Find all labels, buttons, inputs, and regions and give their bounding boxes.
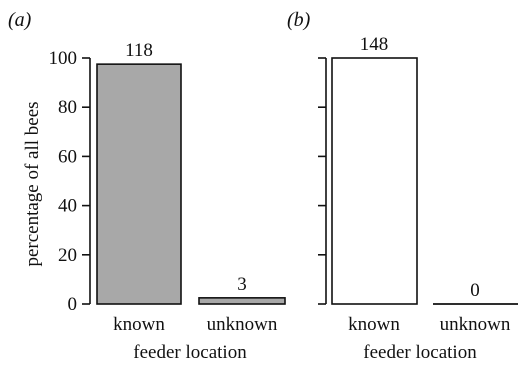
y-axis-title: percentage of all bees <box>22 101 43 266</box>
panel-b-close-paren: ) <box>303 9 311 31</box>
panel-a-y-axis: 0 20 40 60 80 100 <box>49 48 91 315</box>
panel-a-bar-unknown <box>198 297 286 305</box>
panel-a-close-paren: ) <box>24 9 32 31</box>
panel-b-open-paren: ( <box>287 9 295 31</box>
panel-a-y-tick-label: 60 <box>58 146 77 167</box>
panel-b-y-axis <box>318 57 327 305</box>
panel-a-data-label-unknown: 3 <box>237 274 247 295</box>
panel-b-bar-known <box>331 57 418 305</box>
panel-b-category-label-unknown: unknown <box>440 314 511 335</box>
panel-a-category-label-unknown: unknown <box>207 314 278 335</box>
panel-a-y-tick-label: 40 <box>58 196 77 217</box>
panel-b-letter: b <box>294 9 304 31</box>
panel-b-data-label-known: 148 <box>360 34 389 55</box>
panel-a-data-label-known: 118 <box>125 40 153 61</box>
panel-b-x-axis-title: feeder location <box>363 342 477 363</box>
panel-a-y-tick-label: 100 <box>49 48 78 69</box>
panel-b-category-label-known: known <box>348 314 400 335</box>
panel-a-bar-known <box>96 63 182 305</box>
panel-b-label: (b) <box>287 9 311 31</box>
panel-a-y-tick-label: 80 <box>58 97 77 118</box>
panel-a-bars: 118 known 3 unknown <box>96 40 286 335</box>
panel-a-chart: (a) percentage of all bees 020406080100 … <box>8 9 286 363</box>
panel-b-data-label-unknown: 0 <box>470 280 480 301</box>
panel-a-x-axis-title: feeder location <box>133 342 247 363</box>
panel-b-bars: 148 known 0 unknown <box>331 34 518 335</box>
panel-a-open-paren: ( <box>8 9 16 31</box>
panel-a-category-label-known: known <box>113 314 165 335</box>
panel-a-y-tick-label: 0 <box>68 294 78 315</box>
panel-a-label: (a) <box>8 9 32 31</box>
panel-a-y-tick-label: 20 <box>58 245 77 266</box>
panel-a-letter: a <box>15 9 25 31</box>
panel-b-chart: (b) 148 known 0 unknown feeder location <box>287 9 518 363</box>
